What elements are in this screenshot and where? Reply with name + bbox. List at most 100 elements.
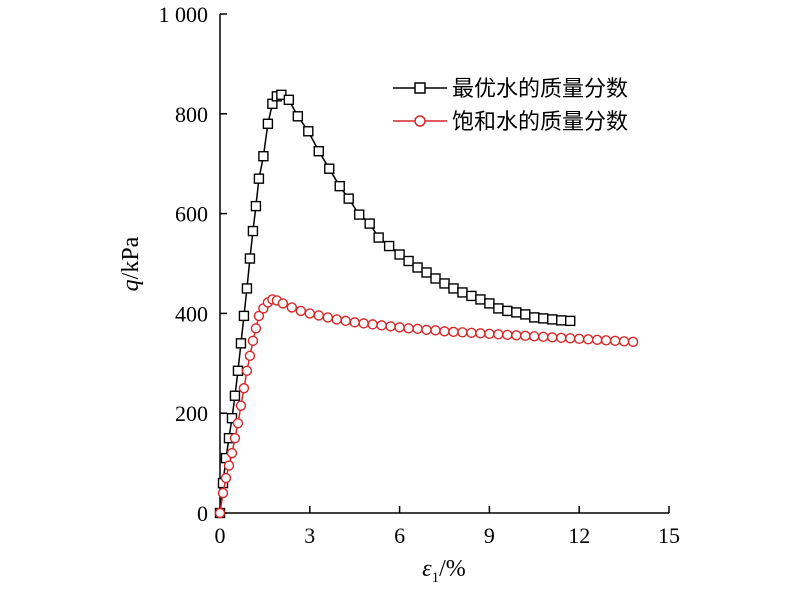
x-tick-label: 12 bbox=[568, 523, 590, 548]
data-point-square bbox=[324, 163, 335, 174]
data-point-square bbox=[529, 312, 540, 323]
legend-entry-saturated: 饱和水的质量分数 bbox=[393, 110, 628, 135]
data-point-circle bbox=[250, 323, 262, 334]
data-point-circle bbox=[493, 329, 504, 340]
data-point-circle bbox=[547, 332, 558, 343]
data-point-circle bbox=[322, 312, 333, 323]
data-point-square bbox=[364, 218, 375, 229]
series-layer bbox=[214, 89, 639, 519]
data-point-circle bbox=[229, 432, 241, 444]
y-ticks: 0 200 400 600 800 1 000 bbox=[159, 2, 227, 526]
data-point-circle bbox=[349, 317, 360, 328]
data-point-circle bbox=[538, 331, 549, 343]
legend-label-saturated: 饱和水的质量分数 bbox=[452, 110, 628, 135]
data-point-circle bbox=[241, 365, 253, 376]
data-point-circle bbox=[244, 350, 256, 362]
data-point-square bbox=[247, 225, 259, 237]
data-point-circle bbox=[232, 417, 244, 429]
data-point-square bbox=[520, 309, 531, 320]
data-point-square bbox=[556, 315, 567, 326]
data-point-square bbox=[283, 94, 295, 106]
data-point-circle bbox=[511, 330, 522, 341]
legend-label-optimum: 最优水的质量分数 bbox=[452, 77, 628, 102]
x-tick-label: 6 bbox=[394, 523, 405, 548]
data-point-circle bbox=[439, 326, 450, 337]
data-point-square bbox=[343, 193, 354, 204]
data-point-circle bbox=[582, 334, 594, 345]
data-point-circle bbox=[574, 333, 585, 345]
data-point-circle bbox=[217, 487, 229, 499]
data-point-circle bbox=[627, 336, 639, 348]
data-point-circle bbox=[313, 310, 324, 321]
data-point-square bbox=[448, 283, 459, 294]
data-point-circle bbox=[448, 326, 459, 338]
data-point-square bbox=[262, 118, 274, 129]
data-point-square bbox=[493, 303, 504, 314]
data-point-circle bbox=[253, 310, 265, 322]
data-point-circle bbox=[600, 335, 612, 346]
x-axis-title: ε1/% bbox=[422, 556, 466, 586]
data-point-circle bbox=[226, 447, 238, 459]
data-point-square bbox=[457, 287, 468, 298]
data-point-circle bbox=[403, 323, 414, 334]
data-point-square bbox=[292, 111, 304, 122]
y-axis-symbol: q bbox=[118, 279, 144, 291]
data-point-circle bbox=[421, 324, 432, 336]
data-point-square bbox=[383, 240, 395, 252]
y-axis-title: q/kPa bbox=[118, 236, 144, 291]
y-tick-label: 200 bbox=[175, 401, 208, 426]
data-point-square bbox=[565, 315, 576, 327]
plot-frame bbox=[219, 14, 669, 514]
data-point-circle bbox=[565, 333, 576, 344]
data-point-square bbox=[412, 262, 423, 273]
x-ticks: 0 3 6 9 12 15 bbox=[215, 506, 680, 548]
data-point-square bbox=[313, 146, 324, 157]
data-point-circle bbox=[430, 325, 441, 336]
data-point-circle bbox=[238, 383, 250, 394]
data-point-circle bbox=[376, 320, 387, 331]
y-tick-label: 800 bbox=[175, 102, 208, 127]
x-tick-label: 3 bbox=[304, 523, 315, 548]
data-point-circle bbox=[358, 318, 369, 329]
y-tick-label: 1 000 bbox=[159, 2, 209, 27]
x-tick-label: 9 bbox=[484, 523, 495, 548]
data-point-circle bbox=[295, 305, 307, 317]
data-point-square bbox=[258, 151, 269, 162]
y-tick-label: 0 bbox=[197, 501, 208, 526]
data-point-square bbox=[484, 298, 495, 309]
data-point-square bbox=[466, 290, 477, 302]
data-point-circle bbox=[277, 298, 289, 309]
data-point-circle bbox=[247, 335, 259, 347]
y-axis-unit: /kPa bbox=[118, 236, 144, 279]
data-point-square bbox=[353, 209, 365, 220]
data-point-square bbox=[303, 126, 314, 137]
data-point-square bbox=[253, 173, 265, 184]
data-point-square bbox=[475, 294, 486, 305]
legend-marker-circle bbox=[414, 115, 426, 127]
data-point-circle bbox=[484, 328, 495, 340]
data-point-square bbox=[502, 305, 513, 317]
data-point-circle bbox=[223, 460, 235, 471]
legend-entry-optimum: 最优水的质量分数 bbox=[393, 77, 628, 102]
data-point-square bbox=[373, 232, 384, 243]
data-point-square bbox=[235, 338, 247, 349]
data-point-circle bbox=[385, 321, 396, 332]
data-point-circle bbox=[591, 334, 603, 346]
data-point-circle bbox=[367, 319, 378, 330]
data-point-square bbox=[244, 253, 256, 264]
data-point-circle bbox=[412, 323, 423, 335]
x-tick-label: 15 bbox=[658, 523, 680, 548]
data-point-square bbox=[232, 365, 244, 376]
data-point-circle bbox=[331, 314, 342, 325]
data-point-square bbox=[238, 310, 250, 322]
data-point-circle bbox=[466, 327, 477, 339]
data-point-circle bbox=[609, 335, 621, 347]
data-point-square bbox=[403, 255, 414, 267]
x-axis-subscript: 1 bbox=[432, 570, 440, 586]
data-point-square bbox=[439, 278, 450, 289]
data-point-circle bbox=[556, 332, 567, 344]
data-point-circle bbox=[475, 328, 486, 339]
data-point-circle bbox=[529, 331, 540, 342]
data-point-circle bbox=[235, 400, 247, 411]
